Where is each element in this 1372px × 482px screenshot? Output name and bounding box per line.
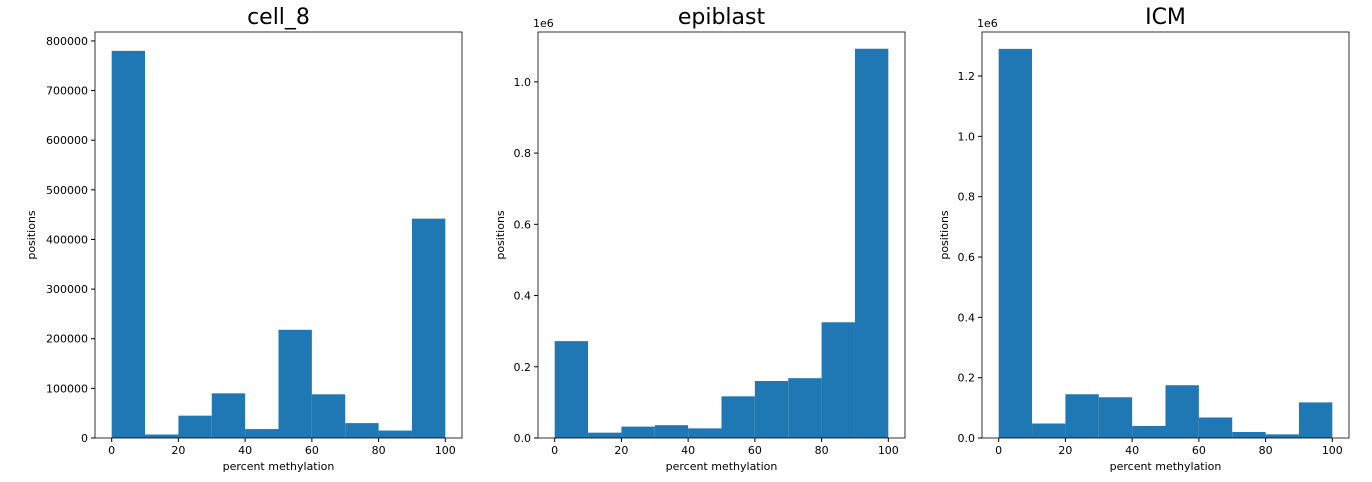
y-axis-label: positions [25,210,38,260]
bar [1132,425,1166,438]
x-tick-label: 100 [435,444,456,457]
y-tick-label: 0.4 [514,290,532,303]
y-tick-label: 0.8 [958,191,976,204]
axes-frame [94,31,463,439]
y-axis-label: positions [938,210,951,260]
x-axis-label: percent methylation [666,460,778,473]
bar [378,430,412,438]
bar [178,415,212,438]
bar [554,341,589,438]
y-tick-label: 100000 [46,382,88,395]
x-tick-label: 40 [681,444,695,457]
chart-title: cell_8 [247,5,310,30]
y-tick-label: 1.0 [958,130,976,143]
bar [854,48,889,439]
y-tick-label: 0.8 [514,147,532,160]
bar [721,396,755,438]
y-tick-label: 200000 [46,333,88,346]
bar [1232,431,1266,438]
axes-frame [537,31,906,439]
offset-text: 1e6 [533,17,554,30]
x-tick-label: 40 [1125,444,1139,457]
x-tick-label: 20 [614,444,628,457]
bar [111,50,146,439]
x-tick-label: 0 [108,444,115,457]
bar [1098,397,1133,438]
x-tick-label: 80 [815,444,829,457]
bar [211,393,246,438]
bar [1165,385,1199,438]
bar [245,429,279,438]
bar [1065,394,1099,438]
y-tick-label: 0.6 [958,251,976,264]
chart-title: ICM [1145,5,1186,30]
y-tick-label: 800000 [46,35,88,48]
x-tick-label: 80 [372,444,386,457]
y-tick-label: 1.2 [958,70,976,83]
bar [588,432,622,438]
y-tick-label: 0 [81,432,88,445]
bar [754,381,789,438]
x-tick-label: 20 [1058,444,1072,457]
bar [688,428,722,438]
x-tick-label: 0 [995,444,1002,457]
y-tick-label: 0.6 [514,218,532,231]
y-axis-label: positions [494,210,507,260]
y-tick-label: 0.0 [958,432,976,445]
bar [654,425,689,438]
bar [345,423,379,438]
x-tick-label: 80 [1259,444,1273,457]
bar [621,426,655,438]
bar [1298,402,1333,438]
x-tick-label: 60 [748,444,762,457]
bar [311,394,346,438]
x-tick-label: 60 [305,444,319,457]
bar [1265,434,1299,438]
y-tick-label: 500000 [46,184,88,197]
y-tick-label: 0.4 [958,311,976,324]
y-tick-label: 600000 [46,134,88,147]
bar [1198,417,1233,438]
bar [821,322,855,438]
y-tick-label: 0.0 [514,432,532,445]
axes-frame [981,31,1350,439]
bar [788,378,822,438]
y-tick-label: 300000 [46,283,88,296]
y-tick-label: 700000 [46,85,88,98]
x-tick-label: 60 [1192,444,1206,457]
x-tick-label: 100 [878,444,899,457]
bar [145,434,179,438]
y-tick-label: 0.2 [514,361,532,374]
bar [1032,423,1066,438]
bar [278,329,312,438]
bar [411,218,446,438]
y-tick-label: 400000 [46,233,88,246]
x-axis-label: percent methylation [223,460,335,473]
x-tick-label: 20 [171,444,185,457]
offset-text: 1e6 [977,17,998,30]
x-axis-label: percent methylation [1110,460,1222,473]
y-tick-label: 0.2 [958,372,976,385]
y-tick-label: 1.0 [514,76,532,89]
x-tick-label: 100 [1322,444,1343,457]
chart-title: epiblast [678,5,766,30]
bar [998,48,1033,438]
x-tick-label: 0 [551,444,558,457]
x-tick-label: 40 [238,444,252,457]
